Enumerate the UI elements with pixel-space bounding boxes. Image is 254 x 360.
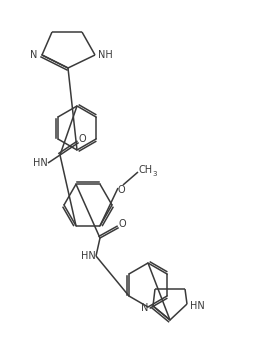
- Text: HN: HN: [190, 301, 204, 311]
- Text: O: O: [78, 134, 86, 144]
- Text: N: N: [30, 50, 38, 60]
- Text: O: O: [117, 185, 125, 195]
- Text: 3: 3: [153, 171, 157, 177]
- Text: N: N: [141, 303, 149, 313]
- Text: CH: CH: [139, 165, 153, 175]
- Text: O: O: [118, 219, 126, 229]
- Text: NH: NH: [98, 50, 112, 60]
- Text: HN: HN: [33, 158, 47, 168]
- Text: HN: HN: [81, 251, 95, 261]
